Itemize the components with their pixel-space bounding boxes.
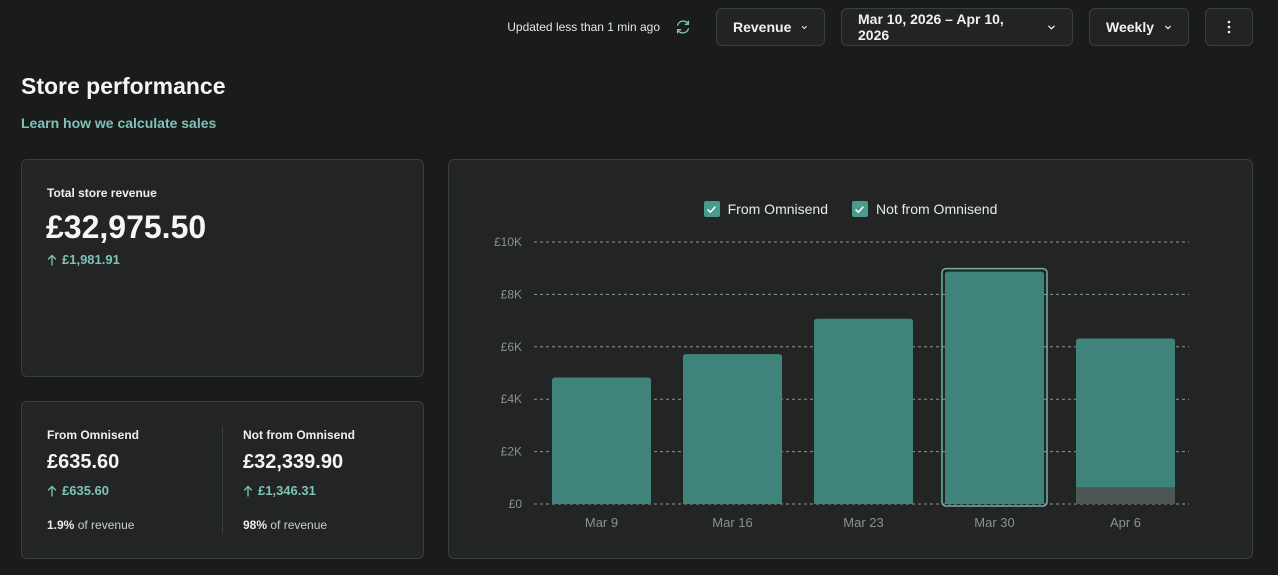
check-icon [707,205,716,213]
total-revenue-change: £1,981.91 [47,252,120,267]
legend-item-from-omnisend[interactable]: From Omnisend [703,201,828,217]
legend-checkbox-not-from[interactable] [851,201,868,217]
from-omnisend-share: 1.9% of revenue [47,518,139,532]
from-omnisend-change: £635.60 [47,483,139,498]
x-tick-label: Mar 16 [712,515,752,530]
from-omnisend-share-pct: 1.9% [47,518,75,532]
interval-dropdown[interactable]: Weekly [1089,8,1189,46]
bar-not-from-omnisend[interactable] [683,354,782,504]
not-from-omnisend-value: £32,339.90 [243,451,344,473]
y-tick-label: £10K [494,235,522,249]
not-from-omnisend-share-text: of revenue [270,518,328,532]
bar-highlight-outline [941,267,1048,507]
updated-text: Updated less than 1 min ago [507,20,660,34]
date-range-picker[interactable]: Mar 10, 2026 – Apr 10, 2026 [841,8,1073,46]
y-tick-label: £2K [501,445,522,459]
split-divider [222,426,223,534]
revenue-bar-chart: £0 £2K £4K £6K £8K £10K Mar 9 Mar 16 Mar 23 Mar 3… [494,235,1189,530]
legend-label-not-from: Not from Omnisend [875,201,998,217]
metric-dropdown-label: Revenue [733,19,792,35]
y-tick-label: £6K [501,340,522,354]
total-revenue-value: £32,975.50 [46,209,207,245]
total-revenue-card: Total store revenue £32,975.50 £1,981.91 [21,159,424,377]
y-tick-label: £4K [501,392,522,406]
chevron-down-icon [1165,25,1171,29]
from-omnisend-block: From Omnisend £635.60 £635.60 1.9% of re… [47,428,139,532]
x-tick-label: Apr 6 [1110,515,1141,530]
y-tick-label: £8K [501,287,522,301]
total-revenue-label: Total store revenue [47,186,157,200]
legend-item-not-from-omnisend[interactable]: Not from Omnisend [851,201,998,217]
bar-from-omnisend[interactable] [1076,487,1175,504]
not-from-omnisend-change: £1,346.31 [243,483,355,498]
check-icon [855,205,865,213]
x-tick-label: Mar 9 [585,515,618,530]
not-from-omnisend-label: Not from Omnisend [243,428,356,442]
from-omnisend-value: £635.60 [47,451,120,473]
chevron-down-icon [1048,25,1055,29]
y-tick-label: £0 [509,497,523,511]
arrow-up-icon [47,254,57,266]
from-omnisend-share-text: of revenue [77,518,135,532]
not-from-omnisend-share-pct: 98% [243,518,268,532]
refresh-icon[interactable] [674,18,692,36]
metric-dropdown[interactable]: Revenue [716,8,825,46]
page-title: Store performance [21,73,226,99]
learn-sales-link[interactable]: Learn how we calculate sales [21,115,217,131]
more-vertical-icon [1227,20,1231,34]
not-from-omnisend-share: 98% of revenue [243,518,355,532]
more-options-button[interactable] [1205,8,1253,46]
x-tick-label: Mar 23 [843,515,883,530]
chart-legend: From Omnisend Not from Omnisend [449,201,1252,217]
bar-not-from-omnisend[interactable] [814,318,913,504]
arrow-up-icon [47,485,57,497]
x-tick-label: Mar 30 [974,515,1014,530]
updated-status: Updated less than 1 min ago [507,18,692,36]
revenue-split-card: From Omnisend £635.60 £635.60 1.9% of re… [21,401,424,559]
total-revenue-delta: £1,981.91 [62,252,120,267]
revenue-chart-card: From Omnisend Not from Omnisend £0 £2K £4K… [448,159,1253,559]
not-from-omnisend-delta: £1,346.31 [258,483,316,498]
toolbar: Updated less than 1 min ago Revenue Mar … [507,7,1253,47]
legend-checkbox-from[interactable] [703,201,720,217]
legend-label-from: From Omnisend [727,201,828,217]
from-omnisend-label: From Omnisend [47,428,140,442]
interval-dropdown-label: Weekly [1106,19,1154,35]
from-omnisend-delta: £635.60 [62,483,109,498]
chevron-down-icon [802,25,808,29]
bar-not-from-omnisend[interactable] [1076,338,1175,488]
date-range-label: Mar 10, 2026 – Apr 10, 2026 [858,11,1004,43]
not-from-omnisend-block: Not from Omnisend £32,339.90 £1,346.31 9… [243,428,355,532]
bar-not-from-omnisend[interactable] [945,271,1044,504]
arrow-up-icon [243,485,253,497]
bar-not-from-omnisend[interactable] [552,377,651,504]
